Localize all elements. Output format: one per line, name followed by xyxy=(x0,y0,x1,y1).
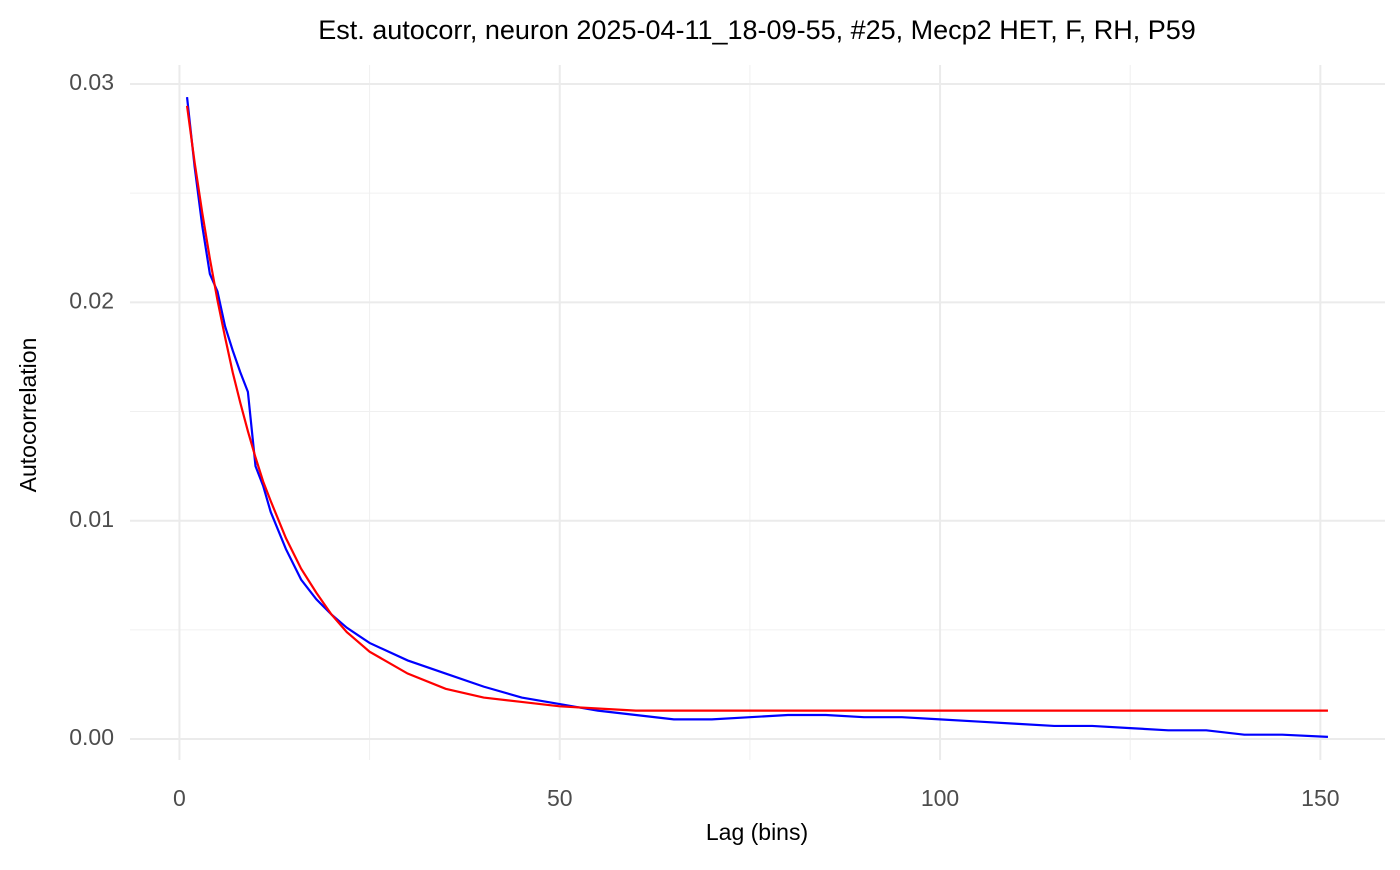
y-tick-label: 0.02 xyxy=(69,287,114,313)
data-line xyxy=(185,105,1328,712)
x-tick-label: 100 xyxy=(921,785,959,811)
y-tick-label: 0.00 xyxy=(69,724,114,750)
chart-title: Est. autocorr, neuron 2025-04-11_18-09-5… xyxy=(318,15,1196,45)
data-line xyxy=(185,96,1329,738)
x-axis-title: Lag (bins) xyxy=(706,819,808,845)
x-tick-label: 50 xyxy=(547,785,573,811)
x-tick-label: 0 xyxy=(173,785,186,811)
y-axis-title: Autocorrelation xyxy=(15,338,41,493)
y-tick-label: 0.03 xyxy=(69,69,114,95)
x-tick-label: 150 xyxy=(1301,785,1339,811)
y-tick-label: 0.01 xyxy=(69,506,114,532)
